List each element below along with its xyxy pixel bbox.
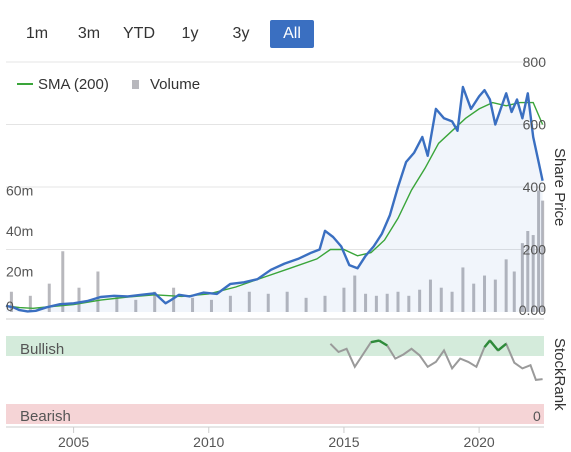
x-tick-label: 2005 [58,434,89,450]
volume-bar [134,299,138,312]
volume-tick-label: 20m [6,264,33,280]
range-ytd-button[interactable]: YTD [123,25,155,42]
volume-bar [493,279,497,312]
volume-bar [247,291,251,312]
volume-bar [364,293,368,312]
volume-tick-label: 0 [6,298,14,314]
stockrank-bullish-segment [497,342,507,352]
volume-bar [285,291,289,312]
volume-bar [385,293,389,312]
range-all-button[interactable]: All [270,20,314,48]
share-price-axis-title: Share Price [551,148,568,226]
volume-bar [483,275,487,312]
volume-bar [407,295,411,312]
bullish-zone-band [6,336,544,356]
bullish-zone-label: Bullish [20,341,64,358]
volume-bar [172,287,176,312]
sma-line [5,101,544,310]
stockrank-bullish-segment [378,339,388,347]
volume-bar [61,251,65,312]
volume-bar [323,295,327,312]
volume-bar [304,297,308,312]
volume-legend-label: Volume [150,76,200,93]
volume-bar [153,291,157,312]
volume-bar [96,271,100,312]
share-price-line [5,85,544,313]
volume-bar [342,287,346,312]
chart-legend: SMA (200) Volume [17,76,200,93]
volume-bar [541,200,545,312]
stockrank-line [329,339,543,381]
volume-bar [428,279,432,312]
price-tick-label: 600 [523,117,547,133]
stockrank-bullish-segment [370,339,380,344]
volume-bar [228,295,232,312]
volume-bar [461,267,465,312]
volume-bar [396,291,400,312]
x-tick-label: 2015 [328,434,359,450]
range-1y-button[interactable]: 1y [181,25,199,42]
volume-bar [531,235,535,312]
volume-tick-label: 40m [6,223,33,239]
volume-bar [209,299,213,312]
stockrank-axis-title: StockRank [551,338,568,411]
price-tick-label: 200 [523,242,547,258]
range-3y-button[interactable]: 3y [232,25,250,42]
volume-bar [77,287,81,312]
sma-legend-label: SMA (200) [38,76,109,93]
price-area-fill [6,87,543,312]
price-tick-label: 400 [523,179,547,195]
volume-bar [472,283,476,312]
volume-bar [353,275,357,312]
volume-bar [191,297,195,312]
volume-tick-label: 60m [6,183,33,199]
volume-bar [450,291,454,312]
price-tick-label: 0.00 [519,302,546,318]
x-tick-label: 2010 [193,434,224,450]
volume-bar [374,295,378,312]
volume-bar [526,231,530,312]
stockrank-bullish-segment [483,339,491,348]
price-tick-label: 800 [523,54,547,70]
volume-bar [504,259,508,312]
stockrank-zero-tick: 0 [533,408,541,424]
volume-bar [9,291,13,312]
volume-legend-swatch [132,80,139,89]
range-1m-button[interactable]: 1m [25,25,49,42]
bearish-zone-band [6,404,544,424]
volume-bars [9,190,545,312]
volume-bar [418,289,422,312]
volume-bar [115,295,119,312]
x-tick-label: 2020 [464,434,495,450]
range-3m-button[interactable]: 3m [77,25,101,42]
stockrank-bullish-segment [489,339,499,352]
volume-bar [520,243,524,312]
volume-bar [512,271,516,312]
bearish-zone-label: Bearish [20,408,71,425]
volume-bar [537,190,541,312]
volume-bar [47,283,51,312]
volume-bar [28,295,32,312]
volume-bar [439,287,443,312]
volume-bar [266,293,270,312]
